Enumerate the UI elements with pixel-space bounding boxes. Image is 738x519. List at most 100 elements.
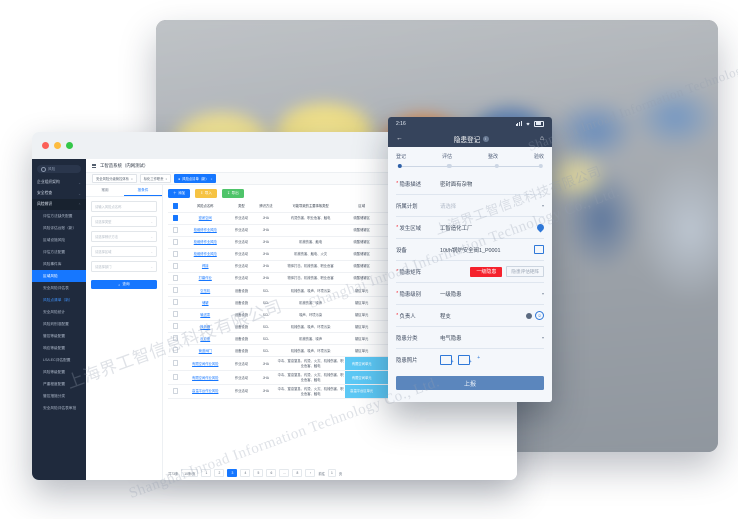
matrix-button[interactable]: 隐患评估矩阵 bbox=[506, 266, 544, 277]
close-window-button[interactable] bbox=[42, 142, 49, 149]
sidebar-item-12[interactable]: LS/LEC评估配置 bbox=[32, 354, 86, 366]
hamburger-icon[interactable] bbox=[92, 163, 96, 168]
risk-point-link[interactable]: 打磨作业 bbox=[198, 276, 212, 281]
cell-name[interactable]: 高温平台作业风险 bbox=[182, 384, 228, 400]
row-checkbox-cell[interactable] bbox=[168, 320, 183, 334]
row-checkbox-cell[interactable] bbox=[168, 224, 183, 238]
field-value-description[interactable]: 密封面有杂物 bbox=[440, 180, 544, 188]
sidebar-item-1[interactable]: 风险评估台账（新） bbox=[32, 222, 86, 234]
search-button[interactable]: ⌕ 查询 bbox=[91, 280, 157, 289]
home-icon[interactable]: ⌂ bbox=[540, 135, 544, 142]
tab-2[interactable]: ● 风险点清单（新） × bbox=[174, 174, 217, 183]
checkbox-icon[interactable] bbox=[172, 275, 179, 281]
checkbox-icon[interactable] bbox=[172, 360, 179, 366]
export-button[interactable]: ↧ 导出 bbox=[221, 188, 244, 198]
cell-name[interactable]: 检维修作业风险 bbox=[182, 224, 228, 238]
sidebar-item-16[interactable]: 安全风险评估表审批 bbox=[32, 402, 86, 414]
page-2[interactable]: 2 bbox=[214, 469, 225, 477]
risk-point-link[interactable]: 储罐 bbox=[201, 300, 209, 305]
sidebar-item-2[interactable]: 区域设施风险 bbox=[32, 234, 86, 246]
scan-qr-icon[interactable] bbox=[534, 245, 544, 254]
risk-point-link[interactable]: 管道阀门 bbox=[198, 348, 212, 353]
checkbox-icon[interactable] bbox=[172, 323, 179, 329]
sidebar-item-9[interactable]: 风险判别准配置 bbox=[32, 318, 86, 330]
submit-button[interactable]: 上报 bbox=[396, 376, 544, 390]
page-6[interactable]: 6 bbox=[266, 469, 277, 477]
risk-point-link[interactable]: 检维修作业风险 bbox=[193, 240, 217, 245]
add-video-icon[interactable]: + bbox=[458, 354, 472, 365]
step-dot-accept[interactable] bbox=[538, 164, 544, 169]
row-checkbox-cell[interactable] bbox=[168, 308, 183, 322]
sidebar-item-5[interactable]: 区域风险 bbox=[32, 270, 86, 282]
filter-tab-common[interactable]: 常用 bbox=[86, 185, 124, 196]
cell-name[interactable]: 焊接 bbox=[182, 260, 228, 274]
row-checkbox-cell[interactable] bbox=[168, 272, 183, 286]
checkbox-icon[interactable] bbox=[172, 299, 179, 305]
risk-point-link[interactable]: 高温平台作业风险 bbox=[192, 389, 219, 394]
cell-name[interactable]: 打磨作业 bbox=[182, 272, 228, 286]
sidebar-item-8[interactable]: 安全风险统计 bbox=[32, 306, 86, 318]
step-dot-assess[interactable] bbox=[447, 164, 452, 169]
checkbox-icon[interactable] bbox=[172, 251, 179, 257]
field-value-equipment[interactable]: 10t/h锅炉安全阀1_P0001 bbox=[440, 245, 544, 254]
filter-select-method[interactable]: 请选择辨识方法 ⌄ bbox=[91, 231, 157, 242]
row-checkbox-cell[interactable] bbox=[168, 370, 183, 386]
risk-point-link[interactable]: 反应釜 bbox=[200, 336, 211, 341]
cell-name[interactable]: 有限空间作业风险 bbox=[182, 370, 228, 386]
cell-name[interactable]: 反应釜 bbox=[182, 332, 228, 346]
risk-point-link[interactable]: 有限空间作业风险 bbox=[192, 375, 219, 380]
page-8[interactable]: 8 bbox=[292, 469, 303, 477]
filter-select-type[interactable]: 请选择类型 ⌄ bbox=[91, 216, 157, 227]
sidebar-item-0[interactable]: 评估方法缺失配置 bbox=[32, 210, 86, 222]
row-checkbox-cell[interactable] bbox=[168, 212, 183, 226]
sidebar-item-11[interactable]: 响应等级配置 bbox=[32, 342, 86, 354]
add-button[interactable]: ＋ 添加 bbox=[168, 188, 191, 198]
location-pin-icon[interactable] bbox=[535, 222, 546, 233]
step-label-accept[interactable]: 验收 bbox=[533, 154, 544, 160]
risk-point-link[interactable]: 检维修作业风险 bbox=[193, 252, 217, 257]
filter-tab-conditions[interactable]: 按条件 bbox=[124, 185, 162, 196]
page-1[interactable]: 1 bbox=[201, 469, 212, 477]
cell-name[interactable]: 检维修作业风险 bbox=[182, 248, 228, 262]
close-icon[interactable]: × bbox=[130, 176, 133, 181]
row-checkbox-cell[interactable] bbox=[168, 296, 183, 310]
cell-name[interactable]: 密闭空间 bbox=[182, 212, 228, 226]
minimize-window-button[interactable] bbox=[54, 142, 61, 149]
checkbox-icon[interactable] bbox=[172, 311, 179, 317]
page-size-select[interactable]: 10条/页 bbox=[181, 469, 199, 477]
sidebar-group-inspection[interactable]: 安全检查 ⌄ bbox=[32, 188, 86, 199]
row-checkbox-cell[interactable] bbox=[168, 384, 183, 400]
step-label-register[interactable]: 登记 bbox=[396, 154, 407, 160]
back-arrow-icon[interactable]: ← bbox=[396, 135, 403, 142]
sidebar-item-4[interactable]: 风险事件库 bbox=[32, 258, 86, 270]
step-dot-register[interactable] bbox=[397, 164, 403, 169]
risk-point-link[interactable]: 密闭空间 bbox=[198, 216, 212, 221]
risk-point-link[interactable]: 焊接 bbox=[201, 264, 209, 269]
checkbox-icon[interactable] bbox=[172, 287, 179, 293]
row-checkbox-cell[interactable] bbox=[168, 356, 183, 372]
cell-name[interactable]: 输送泵 bbox=[182, 308, 228, 322]
row-checkbox-cell[interactable] bbox=[168, 344, 183, 358]
tab-1[interactable]: 标化工作职责 × bbox=[139, 174, 172, 183]
user-pick-icon[interactable]: ☺ bbox=[535, 311, 544, 320]
step-label-assess[interactable]: 评估 bbox=[441, 154, 452, 160]
sidebar-item-6[interactable]: 安全风险评估表 bbox=[32, 282, 86, 294]
cell-name[interactable]: 检维修作业风险 bbox=[182, 236, 228, 250]
sidebar-item-14[interactable]: 严重程度配置 bbox=[32, 378, 86, 390]
hazard-level-badge[interactable]: 一级隐患 bbox=[470, 266, 503, 277]
cell-name[interactable]: 换热器 bbox=[182, 320, 228, 334]
risk-point-link[interactable]: 有限空间作业风险 bbox=[192, 361, 219, 366]
next-page-button[interactable]: › bbox=[305, 469, 316, 477]
risk-point-link[interactable]: 空压机 bbox=[200, 288, 211, 293]
checkbox-icon[interactable] bbox=[172, 203, 179, 209]
add-photo-icon[interactable]: + bbox=[440, 354, 454, 365]
tab-0[interactable]: 安全风险分级管控体系 × bbox=[92, 174, 137, 183]
select-all-cell[interactable] bbox=[168, 201, 183, 214]
page-3-current[interactable]: 3 bbox=[227, 469, 238, 477]
checkbox-icon[interactable] bbox=[172, 215, 179, 221]
sidebar-item-10[interactable]: 管控等级配置 bbox=[32, 330, 86, 342]
row-checkbox-cell[interactable] bbox=[168, 332, 183, 346]
field-value-area[interactable]: 工智造化工厂 bbox=[440, 222, 546, 233]
import-button[interactable]: ↥ 导入 bbox=[195, 188, 217, 198]
step-dot-rectify[interactable] bbox=[494, 164, 499, 169]
